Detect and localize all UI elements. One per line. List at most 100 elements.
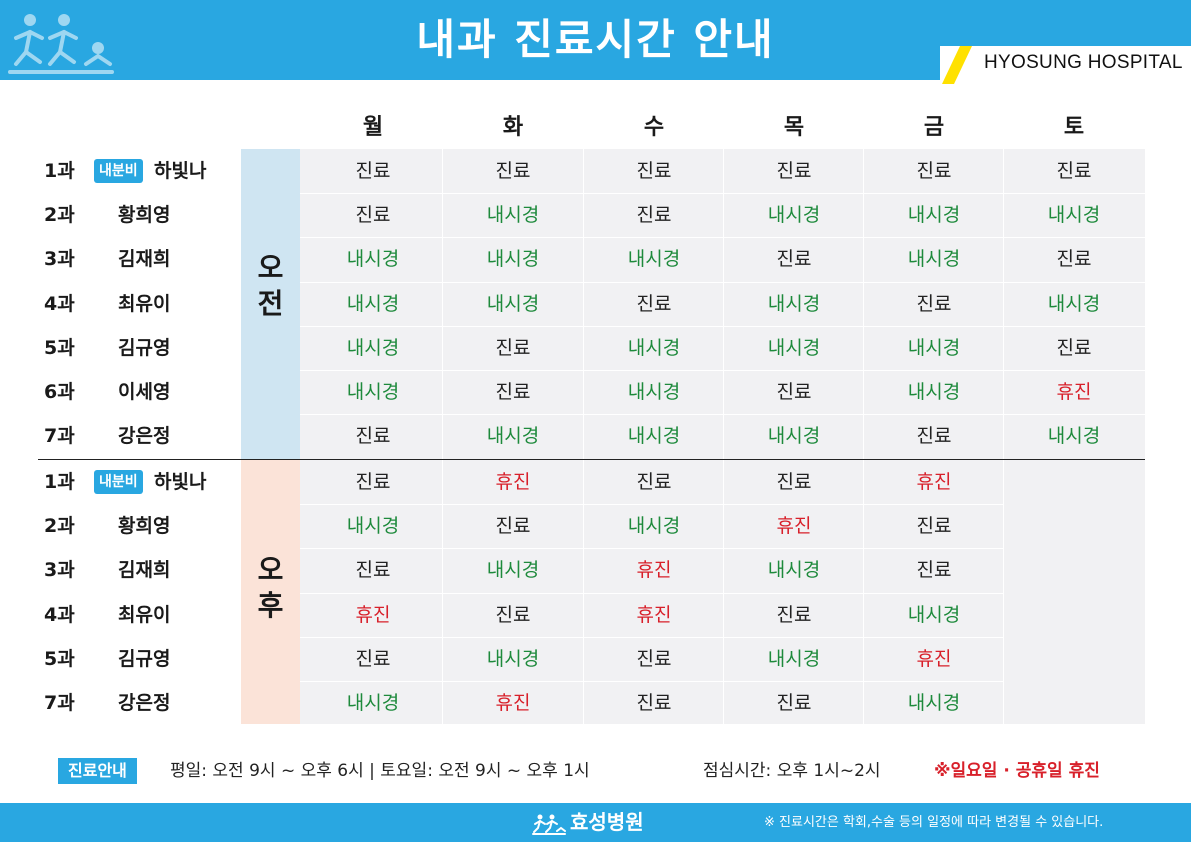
- am-schedule-cell: 진료: [916, 160, 952, 182]
- grid-col-divider: [723, 149, 724, 459]
- footer-logo-text: 효성병원: [570, 810, 644, 834]
- am-schedule-cell: 진료: [355, 160, 391, 182]
- am-schedule-cell: 진료: [355, 204, 391, 226]
- pm-schedule-cell: 진료: [776, 471, 812, 493]
- people-logo-icon: [532, 814, 566, 835]
- am-schedule-cell: 진료: [355, 425, 391, 447]
- am-doctor-name: 하빛나: [154, 160, 207, 182]
- am-schedule-cell: 진료: [776, 248, 812, 270]
- grid-col-divider: [863, 460, 864, 724]
- opening-hours: 평일: 오전 9시 ~ 오후 6시 | 토요일: 오전 9시 ~ 오후 1시: [170, 761, 590, 781]
- page-title: 내과 진료시간 안내: [416, 15, 775, 64]
- period-separator: [38, 459, 1145, 460]
- pm-schedule-cell: 휴진: [495, 471, 531, 493]
- am-schedule-cell: 내시경: [486, 204, 540, 226]
- am-schedule-cell: 내시경: [907, 204, 961, 226]
- am-schedule-cell: 진료: [495, 160, 531, 182]
- pm-schedule-cell: 휴진: [495, 692, 531, 714]
- pm-dept-label: 1과: [44, 471, 75, 493]
- grid-row-divider: [300, 637, 1004, 638]
- lunch-hours: 점심시간: 오후 1시~2시: [703, 761, 881, 781]
- grid-col-divider: [1003, 460, 1004, 724]
- am-doctor-name: 최유이: [118, 293, 171, 315]
- pm-schedule-cell: 진료: [636, 648, 672, 670]
- saturday-afternoon-blank: [1004, 460, 1145, 724]
- day-header: 금: [923, 115, 945, 140]
- am-schedule-cell: 내시경: [627, 425, 681, 447]
- pm-schedule-cell: 진료: [355, 648, 391, 670]
- pm-dept-label: 7과: [44, 692, 75, 714]
- pm-dept-label: 5과: [44, 648, 75, 670]
- am-doctor-name: 황희영: [118, 204, 171, 226]
- am-doctor-name: 강은정: [118, 425, 171, 447]
- pm-dept-label: 3과: [44, 559, 75, 581]
- grid-row-divider: [300, 326, 1145, 327]
- am-schedule-cell: 내시경: [346, 381, 400, 403]
- am-dept-label: 1과: [44, 160, 75, 182]
- grid-col-divider: [723, 460, 724, 724]
- am-schedule-cell: 진료: [636, 204, 672, 226]
- pm-schedule-cell: 휴진: [916, 471, 952, 493]
- period-label-char: 오: [257, 251, 284, 284]
- am-schedule-cell: 내시경: [907, 248, 961, 270]
- am-schedule-cell: 진료: [916, 425, 952, 447]
- grid-col-divider: [583, 149, 584, 459]
- grid-row-divider: [300, 548, 1004, 549]
- am-schedule-cell: 내시경: [346, 248, 400, 270]
- pm-schedule-cell: 휴진: [636, 559, 672, 581]
- grid-col-divider: [442, 149, 443, 459]
- period-label-char: 전: [257, 287, 284, 320]
- pm-schedule-cell: 내시경: [486, 559, 540, 581]
- am-schedule-cell: 진료: [636, 293, 672, 315]
- pm-schedule-cell: 진료: [355, 471, 391, 493]
- pm-schedule-cell: 진료: [636, 471, 672, 493]
- day-header: 월: [362, 115, 384, 140]
- people-logo-icon: [8, 14, 114, 74]
- am-schedule-cell: 휴진: [1056, 381, 1092, 403]
- am-doctor-name: 김재희: [118, 248, 171, 270]
- grid-row-divider: [300, 370, 1145, 371]
- grid-row-divider: [300, 237, 1145, 238]
- pm-doctor-name: 최유이: [118, 604, 171, 626]
- day-header: 토: [1063, 115, 1085, 140]
- am-schedule-cell: 진료: [636, 160, 672, 182]
- pm-schedule-cell: 내시경: [767, 648, 821, 670]
- am-schedule-cell: 내시경: [627, 381, 681, 403]
- specialty-badge: 내분비: [94, 470, 143, 494]
- info-tag: 진료안내: [58, 758, 137, 784]
- specialty-badge: 내분비: [94, 159, 143, 183]
- grid-row-divider: [300, 593, 1004, 594]
- hospital-brand-name: HYOSUNG HOSPITAL: [984, 52, 1183, 73]
- footer-logo: 효성병원: [532, 808, 644, 836]
- pm-schedule-cell: 진료: [495, 604, 531, 626]
- grid-row-divider: [300, 414, 1145, 415]
- am-schedule-cell: 진료: [776, 160, 812, 182]
- am-schedule-cell: 내시경: [486, 248, 540, 270]
- am-dept-label: 6과: [44, 381, 75, 403]
- pm-schedule-cell: 진료: [636, 692, 672, 714]
- pm-schedule-cell: 진료: [776, 692, 812, 714]
- pm-schedule-cell: 내시경: [907, 604, 961, 626]
- pm-schedule-cell: 진료: [355, 559, 391, 581]
- pm-doctor-name: 김규영: [118, 648, 171, 670]
- am-schedule-cell: 진료: [916, 293, 952, 315]
- am-doctor-name: 이세영: [118, 381, 171, 403]
- am-schedule-cell: 진료: [495, 381, 531, 403]
- pm-schedule-cell: 진료: [776, 604, 812, 626]
- pm-schedule-cell: 내시경: [486, 648, 540, 670]
- am-schedule-cell: 내시경: [486, 425, 540, 447]
- pm-doctor-name: 강은정: [118, 692, 171, 714]
- day-header: 화: [502, 115, 524, 140]
- morning-band: [241, 149, 300, 459]
- pm-dept-label: 2과: [44, 515, 75, 537]
- am-schedule-cell: 내시경: [346, 293, 400, 315]
- pm-schedule-cell: 내시경: [767, 559, 821, 581]
- grid-col-divider: [863, 149, 864, 459]
- period-label-char: 오: [257, 553, 284, 586]
- pm-schedule-cell: 내시경: [627, 515, 681, 537]
- am-schedule-cell: 내시경: [1047, 204, 1101, 226]
- day-header: 수: [643, 115, 665, 140]
- day-header: 목: [783, 115, 805, 140]
- morning-schedule-grid: [300, 149, 1145, 459]
- pm-schedule-cell: 진료: [916, 515, 952, 537]
